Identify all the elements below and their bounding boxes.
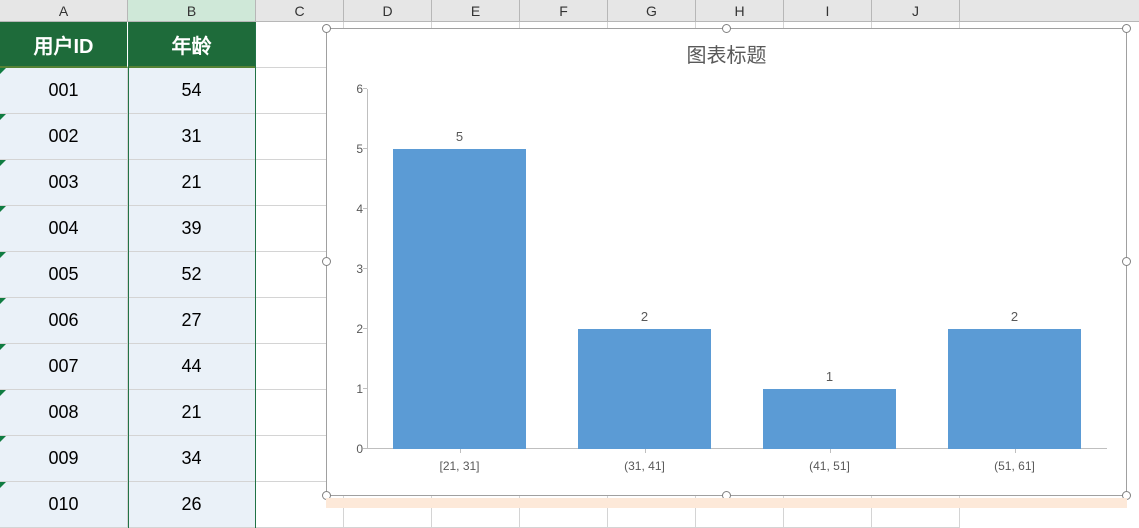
category-label-0: [21, 31]	[367, 459, 552, 473]
chart-title: 图表标题	[327, 39, 1126, 68]
column-header-j[interactable]: J	[872, 0, 960, 21]
category-label-2: (41, 51]	[737, 459, 922, 473]
cell-r4c2[interactable]: 21	[128, 160, 256, 206]
header-cell-userid[interactable]: 用户ID	[0, 22, 128, 68]
column-header-a[interactable]: A	[0, 0, 128, 21]
error-indicator-icon	[0, 160, 6, 166]
y-tick-6: 6	[356, 82, 363, 96]
chart-resize-handle-e[interactable]	[1122, 257, 1131, 266]
header-cell-age[interactable]: 年龄	[128, 22, 256, 68]
x-tickmark-0	[460, 449, 461, 453]
y-tick-2: 2	[356, 322, 363, 336]
column-header-row: ABCDEFGHIJ	[0, 0, 1139, 22]
cell-r7c2[interactable]: 27	[128, 298, 256, 344]
bar-value-label-1: 2	[578, 309, 711, 324]
error-indicator-icon	[0, 298, 6, 304]
category-label-3: (51, 61]	[922, 459, 1107, 473]
column-header-c[interactable]: C	[256, 0, 344, 21]
y-tickmark-2	[363, 328, 367, 329]
cell-r6c1[interactable]: 005	[0, 252, 128, 298]
y-tickmark-4	[363, 208, 367, 209]
cell-r9c2[interactable]: 21	[128, 390, 256, 436]
error-indicator-icon	[0, 206, 6, 212]
chart-y-axis: 0123456	[339, 89, 363, 449]
cell-r3c2[interactable]: 31	[128, 114, 256, 160]
chart-resize-handle-n[interactable]	[722, 24, 731, 33]
bar-0[interactable]: 5	[393, 149, 526, 449]
column-header-f[interactable]: F	[520, 0, 608, 21]
y-tick-1: 1	[356, 382, 363, 396]
y-tickmark-3	[363, 268, 367, 269]
cell-r11c2[interactable]: 26	[128, 482, 256, 528]
y-tickmark-0	[363, 448, 367, 449]
bar-2[interactable]: 1	[763, 389, 896, 449]
column-header-e[interactable]: E	[432, 0, 520, 21]
y-tickmark-1	[363, 388, 367, 389]
y-tickmark-6	[363, 88, 367, 89]
cell-r4c1[interactable]: 003	[0, 160, 128, 206]
cell-r6c2[interactable]: 52	[128, 252, 256, 298]
cell-r11c1[interactable]: 010	[0, 482, 128, 528]
bar-1[interactable]: 2	[578, 329, 711, 449]
chart-resize-handle-w[interactable]	[322, 257, 331, 266]
error-indicator-icon	[0, 344, 6, 350]
y-tick-0: 0	[356, 442, 363, 456]
chart-resize-handle-s[interactable]	[722, 491, 731, 500]
chart-plot-area: 0123456 5[21, 31]2(31, 41]1(41, 51]2(51,…	[367, 89, 1107, 449]
chart-resize-handle-sw[interactable]	[322, 491, 331, 500]
chart-y-axis-line	[367, 89, 368, 449]
bar-3[interactable]: 2	[948, 329, 1081, 449]
cell-r8c1[interactable]: 007	[0, 344, 128, 390]
error-indicator-icon	[0, 114, 6, 120]
y-tick-3: 3	[356, 262, 363, 276]
bar-value-label-3: 2	[948, 309, 1081, 324]
column-header-d[interactable]: D	[344, 0, 432, 21]
cell-r3c1[interactable]: 002	[0, 114, 128, 160]
y-tick-4: 4	[356, 202, 363, 216]
bar-value-label-0: 5	[393, 129, 526, 144]
column-header-i[interactable]: I	[784, 0, 872, 21]
y-tickmark-5	[363, 148, 367, 149]
x-tickmark-2	[830, 449, 831, 453]
column-header-b[interactable]: B	[128, 0, 256, 21]
cell-r5c1[interactable]: 004	[0, 206, 128, 252]
chart-resize-handle-ne[interactable]	[1122, 24, 1131, 33]
x-tickmark-3	[1015, 449, 1016, 453]
cell-r7c1[interactable]: 006	[0, 298, 128, 344]
error-indicator-icon	[0, 252, 6, 258]
y-tick-5: 5	[356, 142, 363, 156]
error-indicator-icon	[0, 68, 6, 74]
cell-r10c2[interactable]: 34	[128, 436, 256, 482]
cell-r5c2[interactable]: 39	[128, 206, 256, 252]
cell-r10c1[interactable]: 009	[0, 436, 128, 482]
cell-r2c1[interactable]: 001	[0, 68, 128, 114]
column-header-h[interactable]: H	[696, 0, 784, 21]
chart-resize-handle-nw[interactable]	[322, 24, 331, 33]
category-label-1: (31, 41]	[552, 459, 737, 473]
error-indicator-icon	[0, 482, 6, 488]
error-indicator-icon	[0, 390, 6, 396]
chart-resize-handle-se[interactable]	[1122, 491, 1131, 500]
cell-r9c1[interactable]: 008	[0, 390, 128, 436]
chart-object[interactable]: 图表标题 0123456 5[21, 31]2(31, 41]1(41, 51]…	[326, 28, 1127, 496]
cell-r8c2[interactable]: 44	[128, 344, 256, 390]
cell-r2c2[interactable]: 54	[128, 68, 256, 114]
error-indicator-icon	[0, 436, 6, 442]
column-header-g[interactable]: G	[608, 0, 696, 21]
bar-value-label-2: 1	[763, 369, 896, 384]
x-tickmark-1	[645, 449, 646, 453]
